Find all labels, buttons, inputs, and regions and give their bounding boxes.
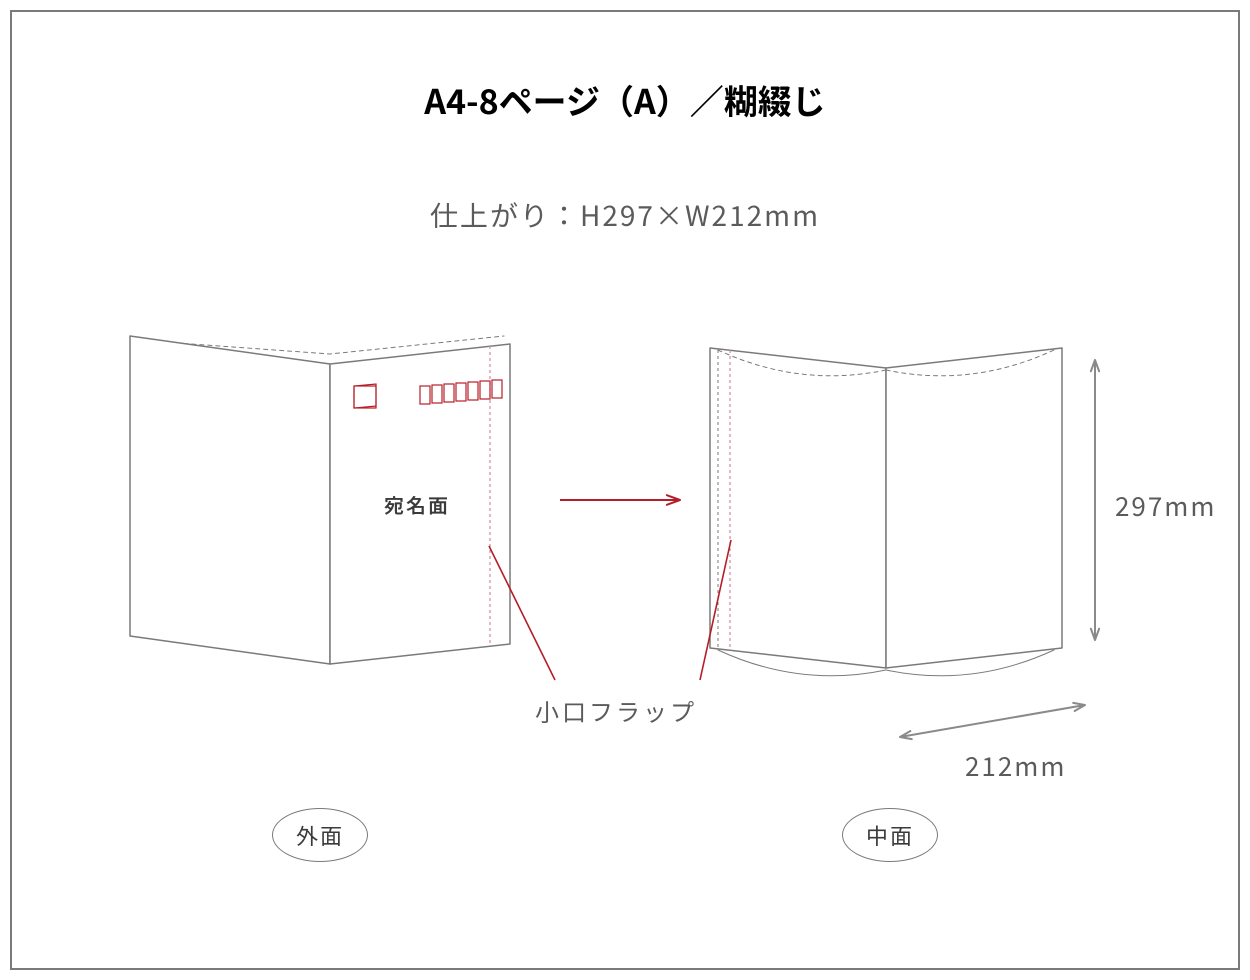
page-title: A4-8ページ（A）／糊綴じ bbox=[0, 75, 1250, 124]
outer-frame bbox=[10, 10, 1240, 970]
outer-face-badge-text: 外面 bbox=[296, 819, 344, 851]
height-dim-label: 297mm bbox=[1115, 487, 1216, 524]
inner-face-badge: 中面 bbox=[842, 808, 938, 862]
flap-callout-label: 小口フラップ bbox=[535, 693, 697, 728]
address-face-label: 宛名面 bbox=[384, 490, 450, 519]
outer-face-badge: 外面 bbox=[272, 808, 368, 862]
inner-face-badge-text: 中面 bbox=[866, 819, 914, 851]
width-dim-label: 212mm bbox=[965, 747, 1066, 784]
page-subtitle: 仕上がり：H297×W212mm bbox=[0, 195, 1250, 235]
